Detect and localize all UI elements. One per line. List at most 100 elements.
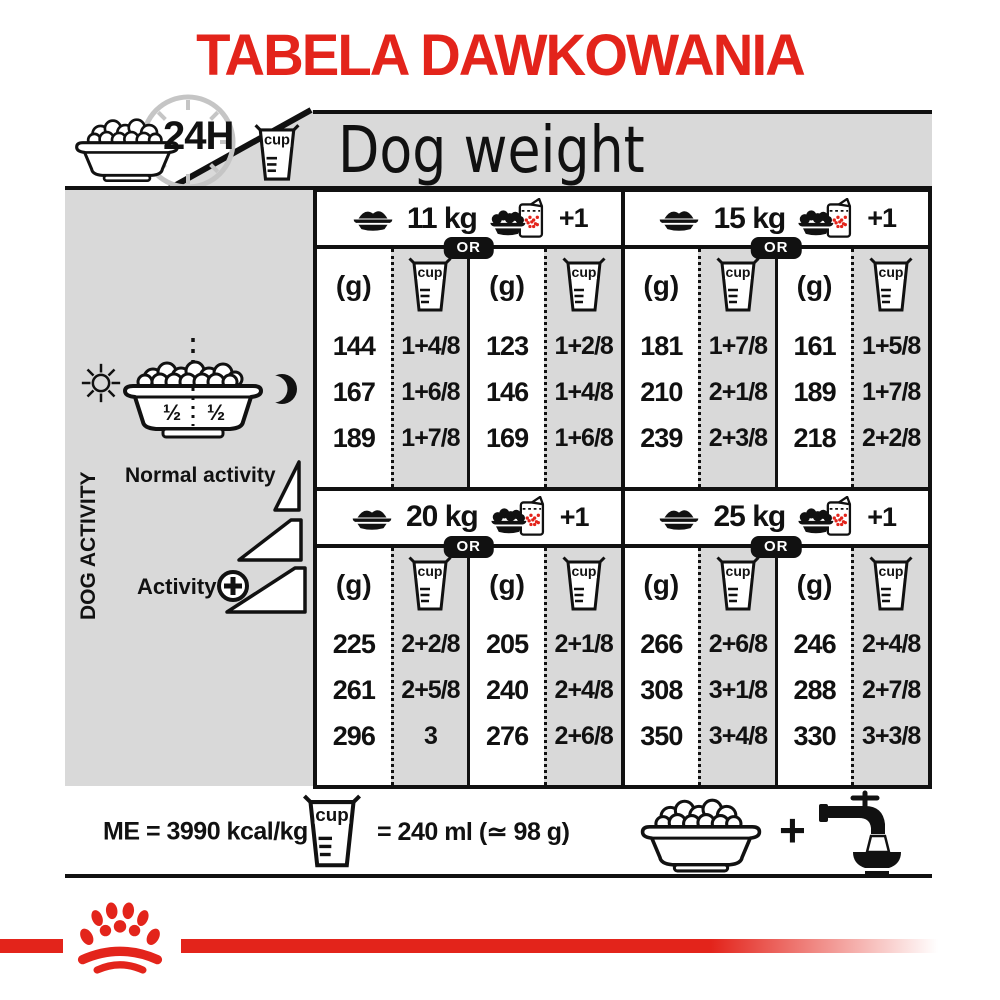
cup-value: 2+2/8: [401, 630, 460, 658]
normal-activity-label: Normal activity: [125, 464, 276, 487]
cup-label: cup: [879, 264, 904, 280]
cup-header: cup: [869, 548, 913, 622]
measuring-cup-icon: cup: [869, 555, 913, 610]
plus-circle-icon: [217, 570, 249, 602]
grams-header: (g): [335, 568, 372, 600]
cup-value: 3+3/8: [862, 722, 921, 750]
cup-value: 2+1/8: [708, 377, 768, 406]
grams-column: (g) 123 146 169: [467, 249, 544, 487]
grams-column: (g) 266 308 350: [624, 547, 699, 785]
cup-label: cup: [571, 563, 596, 579]
activity-ramp-icon: [225, 566, 307, 614]
measuring-cup-icon: cup: [716, 555, 760, 610]
cup-value: 1+7/8: [708, 331, 768, 360]
grams-value: 239: [640, 422, 683, 453]
dog-weight-title: Dog weight: [338, 114, 645, 188]
cup-value: 2+7/8: [862, 676, 921, 704]
dog-activity-sidebar: ½ ½ DOG ACTIVITY Normal activity Activit…: [65, 190, 313, 786]
plus-one-label: +1: [867, 501, 897, 532]
red-bar-fade: [181, 939, 938, 953]
grams-value: 350: [640, 721, 683, 751]
grams-column: (g) 246 288 330: [774, 547, 852, 785]
cup-column: cup 1+2/8 1+4/8 1+6/8: [543, 249, 621, 487]
bowl-and-kibble-bag-icon: [491, 496, 544, 536]
weight-section: 20 kg +1 OR: [317, 490, 621, 785]
cup-header: cup: [562, 249, 606, 323]
cup-value: 1+4/8: [554, 377, 614, 406]
measuring-cup-icon: cup: [562, 555, 606, 610]
measuring-cup-icon: cup: [869, 257, 913, 312]
cup-equivalence-label: = 240 ml (≃ 98 g): [377, 818, 570, 846]
plus-one-label: +1: [558, 203, 589, 233]
grams-column: (g) 225 261 296: [317, 547, 391, 785]
activity-ramp-icon: [273, 460, 301, 512]
dog-weight-header-band: [313, 110, 932, 188]
cup-value: 1+5/8: [862, 331, 921, 360]
measure-columns: (g) 225 261 296 cup: [317, 547, 621, 785]
weight-header: 11 kg +1 OR: [317, 192, 621, 259]
paw-crown-logo: [77, 902, 163, 974]
duration-label: 24H: [163, 114, 234, 158]
plus-label: +: [779, 803, 806, 856]
half-right-label: ½: [207, 400, 225, 425]
grams-value: 308: [640, 675, 683, 705]
weight-section: 15 kg +1 OR: [624, 192, 928, 487]
grams-value: 288: [793, 675, 837, 705]
grams-value: 189: [332, 422, 376, 453]
grams-header: (g): [335, 270, 372, 301]
weight-label: 11 kg: [406, 201, 478, 235]
grams-header: (g): [796, 270, 833, 301]
cup-header: cup: [408, 249, 452, 323]
cup-column: cup 2+6/8 3+1/8 3+4/8: [698, 547, 775, 785]
grams-column: (g) 181 210 239: [624, 249, 699, 487]
activity-label: Activity: [137, 574, 217, 599]
cup-value: 1+4/8: [401, 331, 460, 360]
or-badge: OR: [751, 237, 802, 259]
cup-label: cup: [725, 264, 750, 280]
grams-value: 144: [332, 330, 376, 361]
plus-one-label: +1: [559, 501, 590, 532]
grams-value: 169: [486, 422, 529, 453]
grams-value: 276: [486, 721, 529, 751]
measuring-cup-icon: cup: [716, 257, 760, 312]
cup-value: 2+4/8: [862, 630, 921, 658]
cup-value: 2+3/8: [708, 423, 768, 452]
cup-header: cup: [562, 548, 606, 622]
cup-label: cup: [315, 804, 348, 825]
measuring-cup-icon: cup: [408, 257, 452, 312]
food-bowl-icon: [660, 211, 699, 231]
cup-value: 3+1/8: [708, 676, 768, 704]
food-bowl-icon: [640, 798, 762, 873]
cup-label: cup: [418, 563, 443, 579]
moon-icon: [265, 374, 297, 404]
cup-header: cup: [716, 249, 760, 323]
cup-value: 1+6/8: [554, 423, 614, 452]
grams-header: (g): [643, 568, 680, 600]
cup-label: cup: [418, 264, 443, 280]
dog-activity-label: DOG ACTIVITY: [77, 471, 100, 620]
metabolizable-energy-label: ME = 3990 kcal/kg: [103, 817, 308, 846]
water-tap-icon: [819, 790, 901, 875]
weight-header: 15 kg +1 OR: [624, 192, 928, 259]
grams-value: 261: [332, 675, 376, 705]
cup-column: cup 1+7/8 2+1/8 2+3/8: [698, 249, 775, 487]
grams-value: 225: [332, 629, 376, 659]
grams-header: (g): [643, 270, 680, 301]
sun-icon: [81, 363, 121, 403]
grams-value: 246: [793, 629, 837, 659]
or-badge: OR: [443, 535, 494, 558]
measure-columns: (g) 181 210 239 cup: [624, 249, 928, 487]
cup-value: 3: [423, 722, 438, 750]
weight-section: 25 kg +1 OR: [624, 490, 928, 785]
measure-columns: (g) 144 167 189 cup: [317, 249, 621, 487]
grams-column: (g) 161 189 218: [774, 249, 852, 487]
grams-column: (g) 144 167 189: [317, 249, 391, 487]
dosage-table: 11 kg +1 OR: [313, 188, 932, 789]
grams-value: 296: [332, 721, 376, 751]
cup-value: 1+2/8: [554, 331, 614, 360]
grams-value: 167: [332, 376, 376, 407]
cup-value: 3+4/8: [708, 722, 768, 750]
footer-info: ME = 3990 kcal/kg cup = 240 ml (≃ 98 g) …: [65, 790, 932, 878]
grams-header: (g): [489, 568, 525, 600]
